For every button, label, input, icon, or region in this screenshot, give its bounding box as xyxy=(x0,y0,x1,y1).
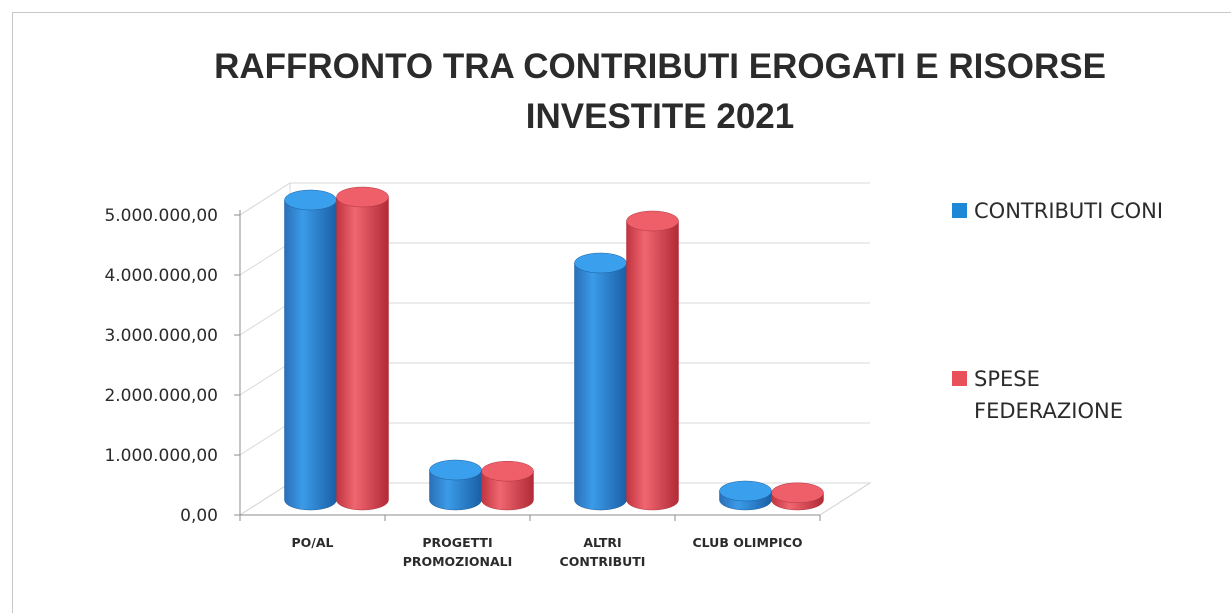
chart-title-line-1: RAFFRONTO TRA CONTRIBUTI EROGATI E RISOR… xyxy=(214,47,1106,86)
bar-body xyxy=(429,469,482,511)
bar xyxy=(284,189,337,511)
y-tick-label: 2.000.000,00 xyxy=(104,386,218,406)
y-tick-label: 1.000.000,00 xyxy=(104,446,218,466)
gridline-side xyxy=(239,242,291,276)
bar-body xyxy=(284,199,337,511)
x-tick-label-line: CONTRIBUTI xyxy=(560,554,646,569)
legend-label-line: FEDERAZIONE xyxy=(974,399,1123,423)
legend-swatch xyxy=(952,203,967,218)
x-axis: PO/AL PROGETTI PROMOZIONALI ALTRI CONTRIBUTI… xyxy=(239,514,821,569)
x-tick-label: CLUB OLIMPICO xyxy=(692,535,802,550)
bar-body xyxy=(481,470,534,511)
x-tick-label-line: CLUB OLIMPICO xyxy=(692,535,802,550)
chart-frame xyxy=(12,12,1231,613)
y-tick-label: 4.000.000,00 xyxy=(104,266,218,286)
x-tick-label: PROGETTI PROMOZIONALI xyxy=(403,535,513,569)
chart-title: RAFFRONTO TRA CONTRIBUTI EROGATI E RISOR… xyxy=(214,47,1106,136)
bar-top xyxy=(626,210,679,232)
chart-title-line-2: INVESTITE 2021 xyxy=(526,97,794,136)
x-tick-label-line: PROMOZIONALI xyxy=(403,554,513,569)
bar xyxy=(336,186,389,511)
x-tick-label: PO/AL xyxy=(292,535,334,550)
legend: CONTRIBUTI CONI SPESE FEDERAZIONE xyxy=(952,199,1163,423)
bar-top xyxy=(336,186,389,208)
x-tick-label-line: PO/AL xyxy=(292,535,334,550)
bar xyxy=(771,482,824,511)
legend-swatch xyxy=(952,371,967,386)
bar xyxy=(626,210,679,511)
x-tick-label-line: ALTRI xyxy=(583,535,621,550)
bar-body xyxy=(626,220,679,511)
chart: RAFFRONTO TRA CONTRIBUTI EROGATI E RISOR… xyxy=(104,47,1163,569)
bar-body xyxy=(574,262,627,511)
gridline-side xyxy=(239,422,291,456)
legend-label-line: SPESE xyxy=(974,367,1040,391)
bar-top xyxy=(719,480,772,502)
bar-top xyxy=(481,460,534,482)
bar-top xyxy=(574,252,627,274)
bar-body xyxy=(336,196,389,511)
bar-top xyxy=(429,459,482,481)
x-tick-label: ALTRI CONTRIBUTI xyxy=(560,535,646,569)
side-wall xyxy=(239,182,291,516)
bar xyxy=(574,252,627,511)
bar xyxy=(429,459,482,511)
x-tick-label-line: PROGETTI xyxy=(422,535,492,550)
legend-label: SPESE FEDERAZIONE xyxy=(974,367,1123,423)
bars xyxy=(284,186,824,511)
gridline-side xyxy=(239,482,291,516)
bar xyxy=(719,480,772,511)
gridline-side xyxy=(239,362,291,396)
bar xyxy=(481,460,534,511)
y-tick-label: 5.000.000,00 xyxy=(104,206,218,226)
y-axis: 0,00 1.000.000,00 2.000.000,00 3.000.000,00… xyxy=(104,206,241,526)
gridline-side xyxy=(239,182,291,216)
bar-top xyxy=(771,482,824,504)
gridline-side xyxy=(239,302,291,336)
y-tick-label: 3.000.000,00 xyxy=(104,326,218,346)
y-tick-label: 0,00 xyxy=(180,506,218,526)
bar-top xyxy=(284,189,337,211)
legend-label: CONTRIBUTI CONI xyxy=(974,199,1163,223)
legend-label-line: CONTRIBUTI CONI xyxy=(974,199,1163,223)
